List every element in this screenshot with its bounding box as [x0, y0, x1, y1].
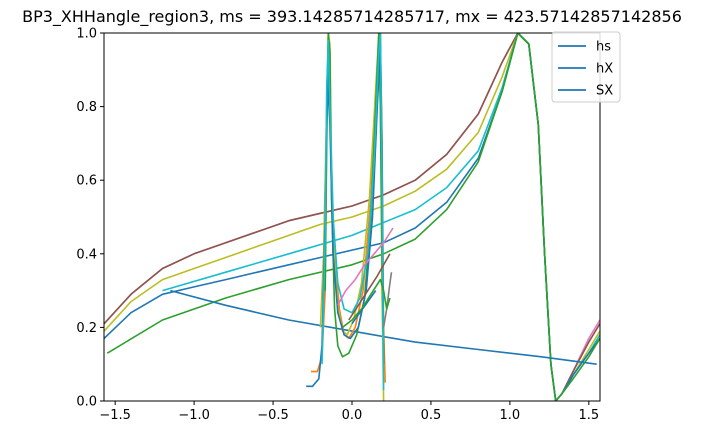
- y-tick-label: 0.0: [76, 395, 97, 410]
- y-tick-label: 0.2: [76, 321, 97, 336]
- x-tick-label: 0.5: [421, 408, 442, 423]
- x-tick-label: 0.0: [342, 408, 363, 423]
- series-layer: [104, 33, 600, 401]
- legend-label: hs: [596, 40, 611, 55]
- y-tick-label: 0.8: [76, 100, 97, 115]
- y-tick-label: 0.4: [76, 247, 97, 262]
- legend-label: SX: [596, 84, 613, 99]
- series-line-5: [106, 33, 600, 401]
- series-line-15: [351, 290, 377, 325]
- y-tick-label: 1.0: [76, 27, 97, 42]
- chart-title: BP3_XHHangle_region3, ms = 393.142857142…: [22, 7, 682, 27]
- series-line-12: [337, 227, 394, 306]
- x-tick-label: −0.5: [257, 408, 289, 423]
- legend-label: hX: [596, 62, 613, 77]
- x-tick-label: −1.0: [178, 408, 210, 423]
- x-axis: −1.5 −1.0 −0.5 0.0 0.5 1.0 1.5: [99, 401, 599, 423]
- x-tick-label: 1.0: [500, 408, 521, 423]
- series-line-16: [342, 278, 391, 329]
- x-tick-label: 1.5: [578, 408, 599, 423]
- x-tick-label: −1.5: [99, 408, 131, 423]
- series-line-13: [348, 253, 391, 321]
- series-line-10: [306, 43, 385, 388]
- legend-box: [551, 31, 621, 103]
- y-tick-label: 0.6: [76, 174, 97, 189]
- y-axis: 0.0 0.2 0.4 0.6 0.8 1.0: [76, 27, 104, 410]
- series-line-11: [321, 33, 385, 391]
- legend: hs hX SX: [551, 31, 621, 103]
- series-line-14: [382, 272, 393, 328]
